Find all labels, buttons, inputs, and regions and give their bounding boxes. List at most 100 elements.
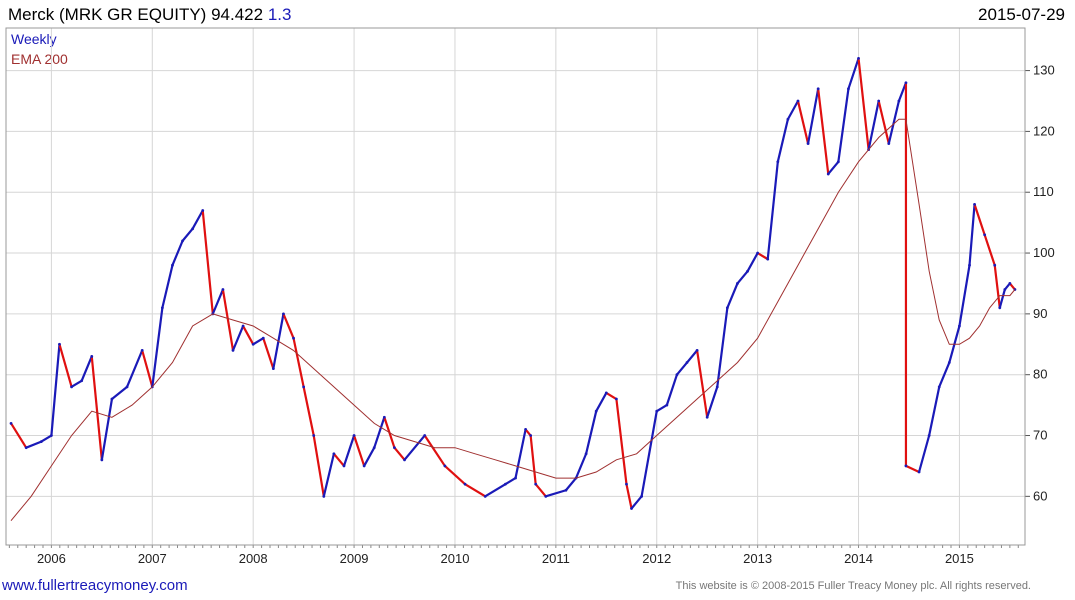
weekly-segment bbox=[716, 306, 729, 388]
weekly-segment bbox=[837, 87, 850, 163]
weekly-point bbox=[958, 324, 961, 328]
weekly-point bbox=[352, 434, 356, 437]
weekly-point bbox=[746, 269, 749, 273]
weekly-point bbox=[191, 227, 195, 231]
weekly-point bbox=[836, 160, 840, 164]
weekly-segment bbox=[40, 434, 53, 443]
weekly-point bbox=[312, 434, 316, 437]
weekly-segment bbox=[605, 391, 618, 401]
weekly-point bbox=[171, 263, 174, 267]
weekly-segment bbox=[211, 288, 225, 315]
weekly-point bbox=[201, 209, 205, 212]
weekly-point bbox=[221, 288, 225, 291]
chart-date: 2015-07-29 bbox=[978, 5, 1065, 24]
weekly-segment bbox=[564, 476, 578, 492]
weekly-point bbox=[463, 482, 467, 486]
weekly-segment bbox=[171, 239, 184, 267]
weekly-point bbox=[332, 452, 336, 456]
weekly-point bbox=[261, 336, 265, 340]
weekly-segment bbox=[90, 355, 103, 461]
weekly-point bbox=[665, 403, 669, 407]
weekly-segment bbox=[9, 422, 28, 449]
chart-title: Merck (MRK GR EQUITY) 94.422 1.3 bbox=[8, 5, 291, 25]
xtick-label-2006: 2006 bbox=[37, 551, 66, 566]
weekly-segment bbox=[110, 385, 129, 401]
weekly-point bbox=[9, 421, 13, 425]
weekly-point bbox=[544, 494, 548, 498]
weekly-segment bbox=[615, 397, 628, 486]
weekly-segment bbox=[696, 349, 709, 419]
xtick-label-2011: 2011 bbox=[542, 551, 570, 566]
weekly-segment bbox=[262, 337, 275, 370]
weekly-segment bbox=[50, 343, 61, 437]
weekly-point bbox=[322, 494, 326, 498]
weekly-point bbox=[564, 488, 568, 492]
weekly-point bbox=[534, 482, 538, 486]
weekly-segment bbox=[675, 361, 689, 376]
weekly-point bbox=[160, 306, 164, 310]
last-price: 94.422 bbox=[211, 5, 264, 24]
weekly-point bbox=[695, 348, 699, 352]
weekly-segment bbox=[625, 483, 633, 510]
weekly-point bbox=[483, 494, 487, 498]
weekly-point bbox=[826, 172, 830, 176]
weekly-segment bbox=[484, 483, 507, 498]
weekly-point bbox=[640, 494, 644, 498]
weekly-point bbox=[110, 397, 114, 401]
weekly-segment bbox=[191, 209, 204, 230]
xtick-label-2010: 2010 bbox=[441, 551, 470, 566]
weekly-segment bbox=[302, 385, 315, 437]
weekly-point bbox=[80, 379, 84, 383]
weekly-point bbox=[877, 99, 881, 103]
weekly-point bbox=[983, 233, 987, 237]
weekly-segment bbox=[252, 337, 265, 346]
site-link[interactable]: www.fullertreacymoney.com bbox=[2, 577, 188, 594]
weekly-segment bbox=[938, 361, 951, 388]
weekly-segment bbox=[529, 434, 537, 486]
weekly-point bbox=[625, 482, 628, 486]
weekly-point bbox=[423, 434, 427, 437]
weekly-point bbox=[594, 409, 598, 413]
weekly-point bbox=[292, 336, 295, 340]
weekly-segment bbox=[201, 209, 214, 315]
legend-weekly: Weekly bbox=[11, 31, 57, 47]
weekly-point bbox=[1008, 282, 1012, 285]
weekly-point bbox=[917, 470, 921, 474]
ytick-label-110: 110 bbox=[1033, 184, 1054, 199]
weekly-segment bbox=[292, 337, 305, 388]
weekly-point bbox=[125, 385, 129, 389]
weekly-segment bbox=[241, 324, 255, 346]
weekly-segment bbox=[312, 434, 325, 498]
weekly-point bbox=[529, 434, 533, 437]
weekly-segment bbox=[706, 385, 719, 419]
weekly-point bbox=[504, 482, 507, 486]
weekly-point bbox=[403, 458, 406, 462]
weekly-segment bbox=[125, 349, 144, 388]
weekly-segment bbox=[887, 99, 900, 145]
weekly-segment bbox=[393, 446, 406, 461]
weekly-point bbox=[816, 87, 820, 91]
weekly-segment bbox=[746, 251, 759, 273]
weekly-point bbox=[231, 348, 235, 352]
weekly-segment bbox=[322, 452, 335, 498]
xtick-label-2007: 2007 bbox=[138, 551, 167, 566]
weekly-segment bbox=[151, 306, 164, 388]
weekly-point bbox=[58, 342, 61, 346]
xtick-label-2014: 2014 bbox=[844, 551, 873, 566]
weekly-point bbox=[806, 142, 810, 145]
weekly-segment bbox=[766, 160, 779, 261]
weekly-point bbox=[604, 391, 608, 395]
weekly-segment bbox=[363, 446, 376, 468]
weekly-point bbox=[443, 464, 447, 468]
weekly-segment bbox=[897, 81, 908, 103]
copyright-notice: This website is © 2008-2015 Fuller Treac… bbox=[675, 580, 1031, 592]
weekly-segment bbox=[993, 264, 1001, 309]
weekly-segment bbox=[282, 312, 295, 340]
ytick-label-130: 130 bbox=[1033, 63, 1055, 78]
weekly-point bbox=[342, 464, 346, 468]
weekly-segment bbox=[685, 349, 699, 364]
weekly-point bbox=[251, 342, 255, 346]
weekly-segment bbox=[504, 476, 517, 486]
weekly-point bbox=[655, 409, 659, 413]
